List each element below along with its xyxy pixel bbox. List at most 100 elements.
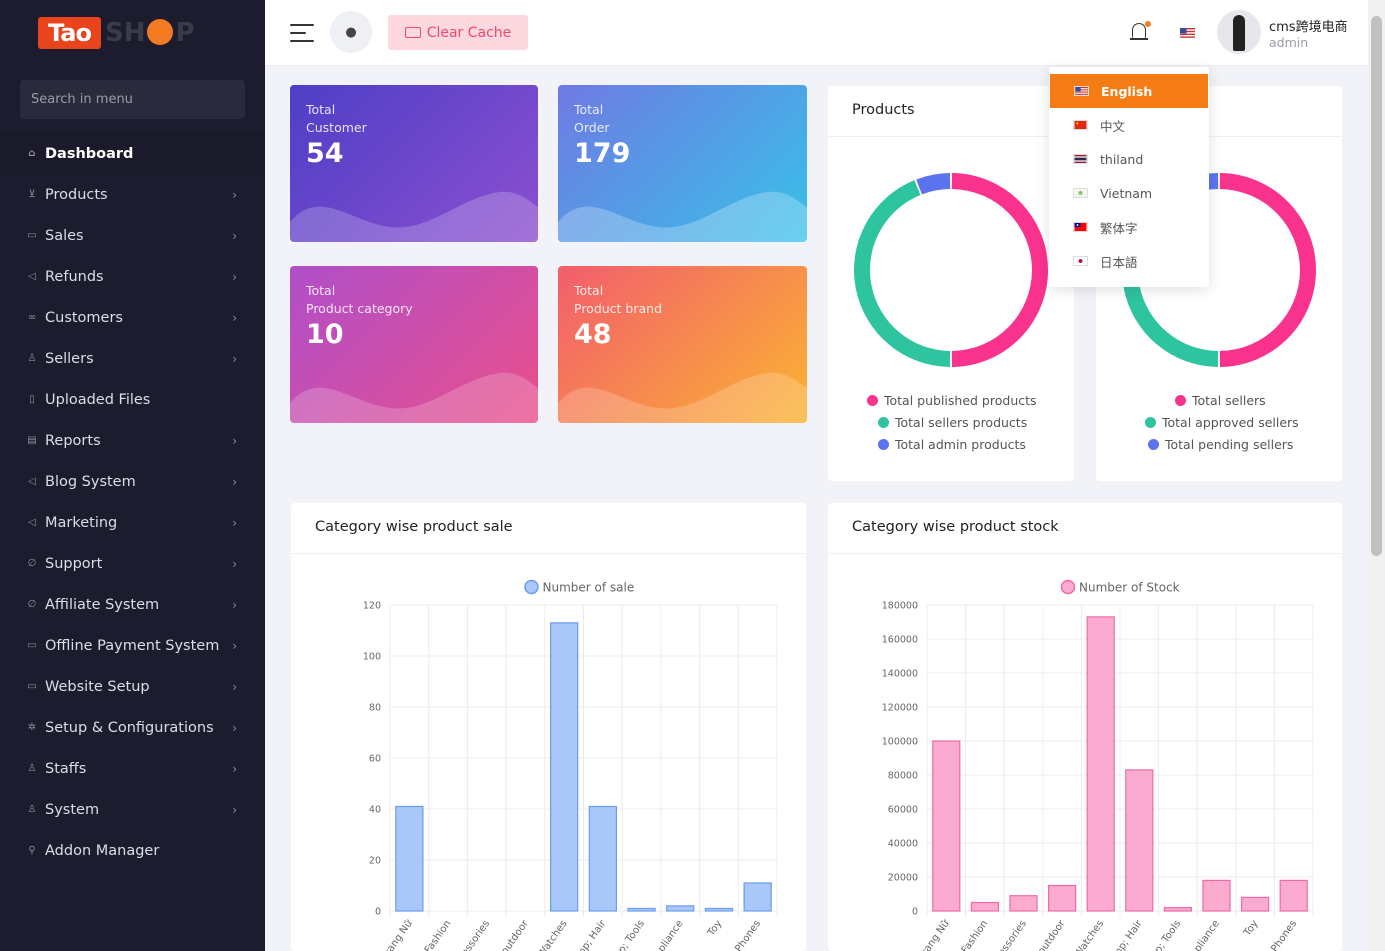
sidebar-item-affiliate-system[interactable]: ∅ Affiliate System ›	[0, 584, 265, 625]
sidebar-item-label: Addon Manager	[45, 842, 160, 859]
legend-item: Total admin products	[878, 437, 1026, 452]
donut-slice[interactable]	[951, 173, 1048, 367]
sidebar-item-label: Affiliate System	[45, 596, 160, 613]
cn-flag-icon	[1073, 120, 1088, 130]
chart-bar[interactable]	[1047, 884, 1077, 912]
sidebar-item-staffs[interactable]: ♙ Staffs ›	[0, 748, 265, 789]
sidebar-item-label: System	[45, 801, 100, 818]
donut-slice[interactable]	[916, 173, 951, 195]
language-label: 繁体字	[1100, 220, 1138, 236]
language-option[interactable]: 繁体字	[1049, 210, 1209, 244]
chart-bar[interactable]	[1240, 896, 1270, 912]
sidebar-item-label: Offline Payment System	[45, 637, 220, 654]
user-icon: ♙	[27, 763, 37, 774]
chart-bar[interactable]	[970, 901, 1000, 912]
sidebar-item-sales[interactable]: ▭ Sales ›	[0, 215, 265, 256]
sidebar-item-reports[interactable]: ▤ Reports ›	[0, 420, 265, 461]
sidebar-item-uploaded-files[interactable]: ▯ Uploaded Files	[0, 379, 265, 420]
y-tick-label: 0	[375, 907, 381, 918]
y-tick-label: 40000	[888, 839, 918, 850]
sidebar-item-offline-payment-system[interactable]: ▭ Offline Payment System ›	[0, 625, 265, 666]
sidebar-item-label: Sellers	[45, 350, 94, 367]
us-flag-icon[interactable]	[1180, 28, 1195, 38]
chart-legend[interactable]: Number of sale	[524, 579, 634, 595]
language-option[interactable]: Vietnam	[1049, 176, 1209, 210]
x-tick-label: mp; Hair	[1111, 918, 1145, 951]
chart-bar[interactable]	[1009, 895, 1038, 912]
sidebar-item-setup-configurations[interactable]: ✲ Setup & Configurations ›	[0, 707, 265, 748]
sidebar-item-products[interactable]: ⊻ Products ›	[0, 174, 265, 215]
card-total-customer: Total Customer 54	[290, 85, 538, 242]
sidebar-item-label: Uploaded Files	[45, 391, 151, 408]
chevron-right-icon: ›	[232, 269, 237, 284]
chart-bar[interactable]	[588, 805, 617, 912]
card-total-product-brand: Total Product brand 48	[558, 266, 807, 423]
y-tick-label: 160000	[882, 635, 918, 646]
globe-icon[interactable]: ●	[330, 11, 372, 53]
donut-slice[interactable]	[854, 180, 951, 367]
y-tick-label: 80	[369, 703, 381, 714]
language-label: Vietnam	[1100, 185, 1153, 201]
page-scrollbar[interactable]	[1368, 0, 1385, 951]
language-option[interactable]: 中文	[1049, 108, 1209, 142]
y-tick-label: 40	[369, 805, 381, 816]
avatar[interactable]	[1217, 10, 1261, 54]
search-menu-input[interactable]: Search in menu	[20, 80, 245, 119]
sidebar-item-customers[interactable]: ∞ Customers ›	[0, 297, 265, 338]
clear-cache-button[interactable]: Clear Cache	[388, 15, 528, 50]
chevron-right-icon: ›	[232, 515, 237, 530]
sidebar-item-label: Products	[45, 186, 108, 203]
money-check-icon: ▭	[27, 640, 37, 651]
menu-toggle-icon[interactable]	[290, 24, 314, 42]
chart-bar[interactable]	[1202, 879, 1231, 912]
chart-bar[interactable]	[395, 805, 424, 912]
sidebar-item-website-setup[interactable]: ▭ Website Setup ›	[0, 666, 265, 707]
sidebar-item-marketing[interactable]: ◁ Marketing ›	[0, 502, 265, 543]
language-option[interactable]: English	[1050, 74, 1208, 108]
chevron-right-icon: ›	[232, 310, 237, 325]
user-name[interactable]: cms跨境电商	[1269, 20, 1348, 35]
sidebar-item-label: Marketing	[45, 514, 118, 531]
scrollbar-thumb[interactable]	[1371, 16, 1382, 556]
chart-bar[interactable]	[932, 740, 961, 912]
th-flag-icon	[1073, 154, 1088, 164]
logo[interactable]: Tao SH P	[0, 0, 265, 66]
language-option[interactable]: 日本語	[1049, 244, 1209, 278]
sale-chart-title: Category wise product sale	[315, 519, 513, 535]
sidebar-item-dashboard[interactable]: ⌂ Dashboard	[0, 133, 265, 174]
cart-icon: ⊻	[28, 189, 36, 200]
chart-bar[interactable]	[666, 905, 695, 912]
y-tick-label: 100	[363, 652, 381, 663]
chart-bar[interactable]	[627, 907, 656, 912]
y-tick-label: 60000	[888, 805, 918, 816]
x-tick-label: Watches	[1073, 918, 1106, 951]
chart-bar[interactable]	[1279, 879, 1308, 912]
sidebar-item-support[interactable]: ∅ Support ›	[0, 543, 265, 584]
y-tick-label: 60	[369, 754, 381, 765]
sidebar-item-label: Customers	[45, 309, 123, 326]
chart-bar[interactable]	[704, 907, 734, 912]
sidebar-item-blog-system[interactable]: ◁ Blog System ›	[0, 461, 265, 502]
sidebar-item-refunds[interactable]: ◁ Refunds ›	[0, 256, 265, 297]
donut-slice[interactable]	[1219, 173, 1316, 367]
sidebar: Tao SH P Search in menu ⌂ Dashboard ⊻ Produ…	[0, 0, 265, 951]
sidebar-item-sellers[interactable]: ♙ Sellers ›	[0, 338, 265, 379]
chart-bar[interactable]	[550, 622, 579, 912]
y-tick-label: 140000	[882, 669, 918, 680]
laptop-icon	[404, 27, 421, 38]
wrench-icon: ⚲	[28, 845, 36, 856]
chart-legend[interactable]: Number of Stock	[1060, 579, 1180, 595]
sidebar-item-addon-manager[interactable]: ⚲ Addon Manager	[0, 830, 265, 871]
card-value: 179	[574, 138, 631, 169]
chart-bar[interactable]	[1125, 769, 1154, 912]
chart-bar[interactable]	[1086, 616, 1115, 912]
bell-icon[interactable]	[1130, 21, 1151, 43]
chart-bar[interactable]	[743, 882, 772, 912]
logo-text-2: SH	[104, 18, 146, 48]
chevron-right-icon: ›	[232, 351, 237, 366]
sidebar-item-system[interactable]: ♙ System ›	[0, 789, 265, 830]
chart-bar[interactable]	[1163, 907, 1193, 912]
language-option[interactable]: thiland	[1049, 142, 1209, 176]
user-role: admin	[1269, 35, 1309, 50]
topbar: ● Clear Cache cms跨境电商 admin	[265, 0, 1368, 66]
